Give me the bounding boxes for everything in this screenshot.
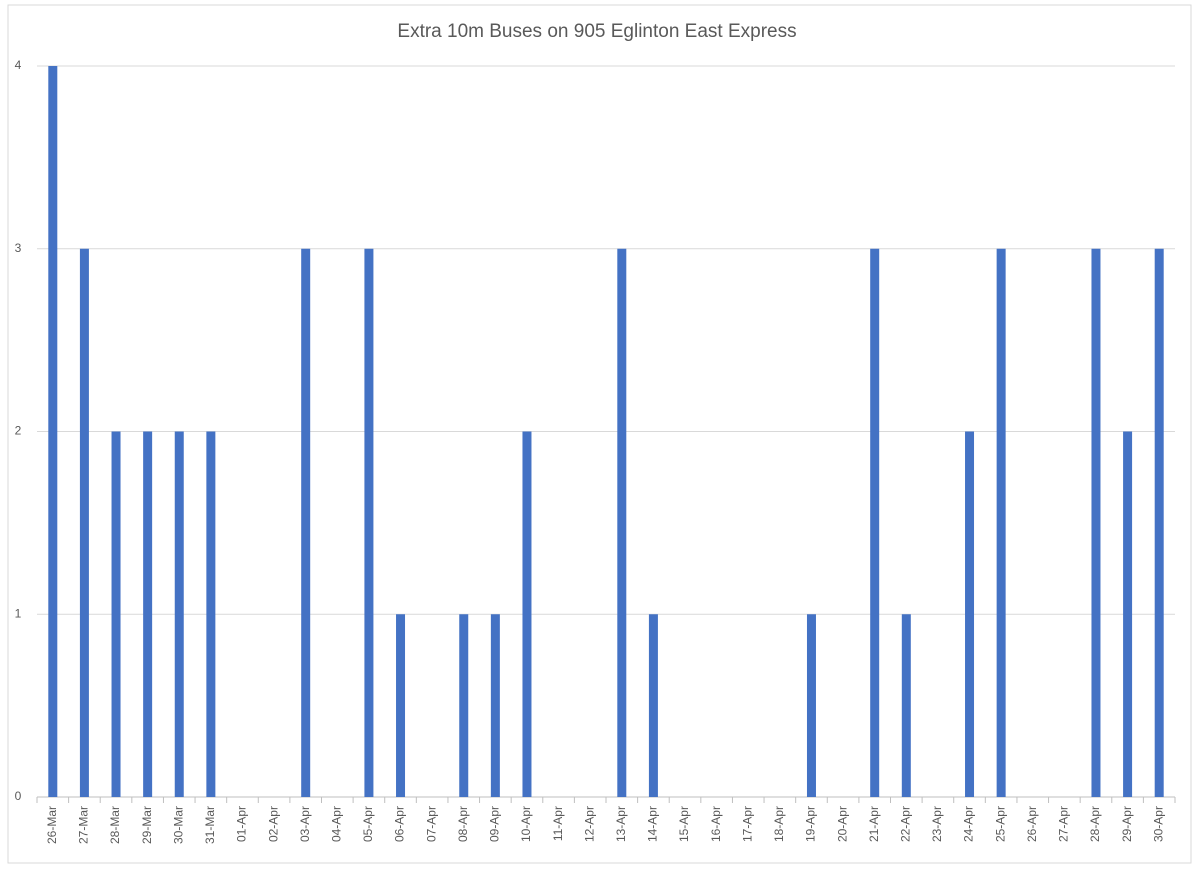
bar xyxy=(996,248,1006,797)
x-tick-label: 31-Mar xyxy=(203,806,217,844)
x-tick-label: 28-Apr xyxy=(1088,806,1102,842)
bar xyxy=(48,66,58,797)
x-tick-label: 21-Apr xyxy=(867,806,881,842)
x-tick-label: 30-Mar xyxy=(171,806,185,844)
x-tick-label: 18-Apr xyxy=(772,806,786,842)
x-tick-label: 27-Mar xyxy=(77,806,91,844)
x-tick-label: 07-Apr xyxy=(424,806,438,842)
x-tick-label: 14-Apr xyxy=(646,806,660,842)
bar xyxy=(648,614,658,797)
chart-frame xyxy=(7,4,1192,864)
bar xyxy=(174,431,184,797)
bar xyxy=(79,248,89,797)
y-tick-label: 4 xyxy=(15,58,22,72)
x-tick-label: 19-Apr xyxy=(804,806,818,842)
x-tick-label: 01-Apr xyxy=(235,806,249,842)
bar xyxy=(459,614,469,797)
x-tick-label: 10-Apr xyxy=(519,806,533,842)
x-tick-label: 22-Apr xyxy=(898,806,912,842)
x-tick-label: 29-Mar xyxy=(140,806,154,844)
chart-title: Extra 10m Buses on 905 Eglinton East Exp… xyxy=(397,21,796,42)
x-tick-label: 11-Apr xyxy=(551,806,565,841)
x-tick-label: 05-Apr xyxy=(361,806,375,842)
x-tick-label: 09-Apr xyxy=(488,806,502,842)
bar xyxy=(364,248,374,797)
x-tick-label: 27-Apr xyxy=(1057,806,1071,842)
x-tick-label: 16-Apr xyxy=(709,806,723,842)
y-tick-label: 2 xyxy=(15,424,22,438)
bar xyxy=(901,614,911,797)
y-tick-label: 1 xyxy=(15,606,22,620)
x-tick-label: 24-Apr xyxy=(962,806,976,842)
bar xyxy=(617,248,627,797)
bar xyxy=(301,248,311,797)
x-tick-label: 30-Apr xyxy=(1151,806,1165,842)
bar xyxy=(1091,248,1101,797)
x-tick-label: 06-Apr xyxy=(393,806,407,842)
x-tick-label: 13-Apr xyxy=(614,806,628,842)
bar xyxy=(522,431,532,797)
x-tick-label: 26-Apr xyxy=(1025,806,1039,842)
x-tick-label: 25-Apr xyxy=(993,806,1007,842)
x-tick-label: 12-Apr xyxy=(582,806,596,842)
bar xyxy=(143,431,153,797)
x-tick-label: 15-Apr xyxy=(677,806,691,842)
bar xyxy=(490,614,500,797)
x-tick-label: 02-Apr xyxy=(266,806,280,842)
x-tick-label: 03-Apr xyxy=(298,806,312,842)
x-tick-label: 28-Mar xyxy=(108,806,122,844)
bar xyxy=(1123,431,1133,797)
bar xyxy=(111,431,121,797)
x-tick-label: 20-Apr xyxy=(835,806,849,842)
y-tick-label: 0 xyxy=(15,789,22,803)
bar xyxy=(396,614,406,797)
bar xyxy=(870,248,880,797)
x-tick-label: 08-Apr xyxy=(456,806,470,842)
bar xyxy=(206,431,216,797)
x-tick-label: 17-Apr xyxy=(740,806,754,842)
bar xyxy=(1154,248,1164,797)
x-tick-label: 23-Apr xyxy=(930,806,944,842)
bar xyxy=(806,614,816,797)
x-tick-label: 04-Apr xyxy=(329,806,343,842)
x-tick-label: 29-Apr xyxy=(1120,806,1134,842)
bar xyxy=(965,431,975,797)
y-tick-label: 3 xyxy=(15,241,22,255)
x-tick-label: 26-Mar xyxy=(45,806,59,844)
